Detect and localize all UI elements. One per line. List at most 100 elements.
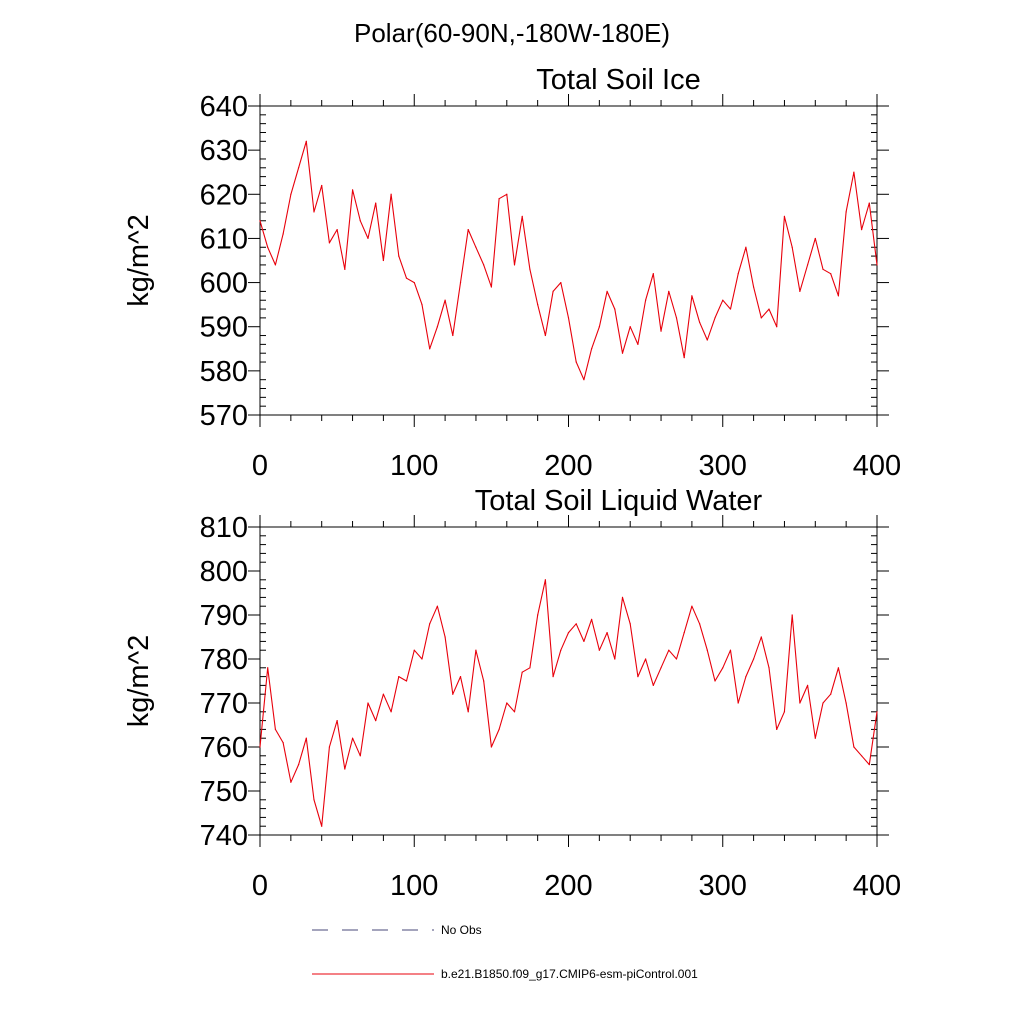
y-tick-label: 640 bbox=[200, 91, 248, 123]
data-point bbox=[606, 290, 608, 292]
data-point bbox=[398, 255, 400, 257]
x-tick-label: 100 bbox=[390, 870, 438, 902]
y-tick-label: 630 bbox=[200, 135, 248, 167]
data-point bbox=[683, 357, 685, 359]
figure-suptitle: Polar(60-90N,-180W-180E) bbox=[354, 18, 670, 48]
data-point bbox=[683, 632, 685, 634]
y-tick-label: 770 bbox=[200, 688, 248, 720]
y-tick-label: 800 bbox=[200, 556, 248, 588]
data-point bbox=[691, 605, 693, 607]
data-point bbox=[490, 746, 492, 748]
data-point bbox=[768, 308, 770, 310]
data-point bbox=[567, 632, 570, 634]
data-point bbox=[452, 334, 454, 337]
y-axis-label: kg/m^2 bbox=[123, 635, 155, 728]
y-tick-label: 760 bbox=[200, 732, 248, 764]
x-tick-label: 0 bbox=[252, 450, 268, 482]
data-point bbox=[552, 290, 554, 292]
data-point bbox=[313, 799, 315, 801]
data-point bbox=[375, 720, 377, 722]
data-point bbox=[660, 667, 662, 669]
data-point bbox=[583, 379, 585, 381]
data-point bbox=[737, 273, 739, 275]
data-point bbox=[760, 317, 762, 319]
data-point bbox=[459, 281, 462, 284]
y-tick-label: 750 bbox=[200, 776, 248, 808]
data-point bbox=[575, 361, 577, 363]
data-point bbox=[529, 667, 531, 669]
series-line bbox=[259, 579, 878, 827]
data-point bbox=[552, 676, 554, 678]
data-point bbox=[876, 711, 878, 713]
data-point bbox=[282, 742, 284, 744]
plot-frame bbox=[259, 526, 878, 836]
y-tick-label: 570 bbox=[200, 400, 248, 432]
data-point bbox=[336, 720, 338, 722]
data-point bbox=[760, 636, 762, 638]
data-point bbox=[729, 308, 732, 310]
data-point bbox=[413, 281, 415, 284]
data-point bbox=[359, 755, 361, 757]
data-point bbox=[452, 693, 454, 695]
series-line bbox=[259, 140, 878, 381]
data-point bbox=[860, 229, 863, 231]
data-point bbox=[267, 246, 269, 248]
data-point bbox=[814, 237, 816, 240]
y-tick-label: 780 bbox=[200, 644, 248, 676]
data-point bbox=[621, 352, 624, 354]
data-point bbox=[714, 317, 716, 319]
data-point bbox=[506, 193, 508, 195]
data-point bbox=[598, 326, 600, 328]
data-point bbox=[521, 215, 523, 217]
y-axis-label: kg/m^2 bbox=[123, 214, 155, 307]
chart-title: Total Soil Liquid Water bbox=[475, 485, 763, 517]
data-point bbox=[290, 781, 292, 783]
panel-total-soil-liquid-water: Total Soil Liquid Water 0 100 200 300 400 740 7… bbox=[123, 485, 901, 902]
data-point bbox=[699, 321, 701, 323]
data-point bbox=[336, 229, 338, 231]
data-point bbox=[575, 623, 577, 625]
x-tick-label: 400 bbox=[853, 870, 901, 902]
data-point bbox=[598, 649, 600, 651]
data-point bbox=[405, 680, 408, 682]
data-point bbox=[853, 171, 855, 173]
data-point bbox=[344, 268, 346, 270]
data-point bbox=[429, 348, 431, 350]
data-point bbox=[637, 343, 639, 345]
data-point bbox=[652, 684, 654, 687]
data-point bbox=[745, 246, 747, 248]
data-point bbox=[297, 764, 300, 766]
x-tick-label: 400 bbox=[853, 450, 901, 482]
data-point bbox=[259, 746, 261, 748]
data-point bbox=[783, 215, 786, 217]
data-point bbox=[305, 140, 307, 142]
data-point bbox=[436, 605, 438, 607]
data-point bbox=[706, 339, 708, 341]
data-point bbox=[513, 264, 516, 266]
data-point bbox=[652, 273, 654, 275]
data-point bbox=[297, 167, 300, 169]
x-tick-label: 0 bbox=[252, 870, 268, 902]
legend: No Obs b.e21.B1850.f09_g17.CMIP6-esm-piC… bbox=[312, 923, 698, 981]
data-point bbox=[259, 220, 261, 222]
data-point bbox=[860, 755, 863, 757]
data-point bbox=[537, 614, 539, 616]
data-point bbox=[583, 640, 585, 643]
data-point bbox=[506, 702, 508, 704]
data-point bbox=[274, 728, 277, 731]
data-point bbox=[429, 623, 431, 625]
y-tick-label: 580 bbox=[200, 356, 248, 388]
data-point bbox=[390, 711, 392, 713]
data-point bbox=[544, 334, 546, 337]
data-point bbox=[467, 711, 469, 713]
data-point bbox=[382, 693, 384, 695]
data-point bbox=[776, 728, 778, 731]
data-point bbox=[529, 268, 531, 270]
data-point bbox=[359, 220, 361, 222]
data-point bbox=[282, 233, 284, 235]
x-tick-label: 300 bbox=[699, 870, 747, 902]
plot-frame bbox=[259, 105, 878, 416]
data-point bbox=[783, 711, 786, 713]
data-point bbox=[806, 264, 809, 266]
